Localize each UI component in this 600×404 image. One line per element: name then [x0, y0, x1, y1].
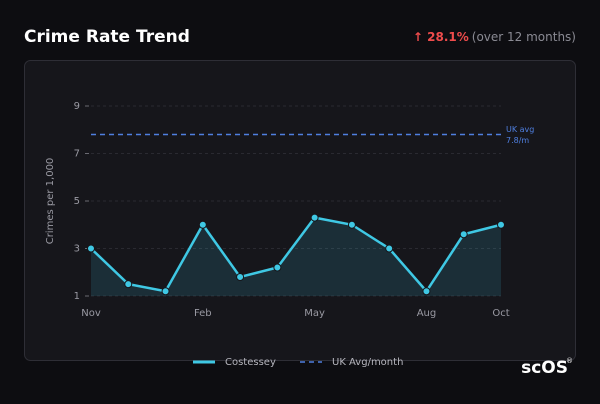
point: [385, 244, 394, 253]
area: [91, 217, 501, 296]
change: ↑ 28.1% (over 12 months): [413, 30, 576, 44]
change-note: (over 12 months): [472, 30, 576, 44]
legend-label: UK Avg/month: [332, 357, 403, 368]
point: [273, 263, 282, 272]
point: [87, 244, 95, 253]
reference-label: UK avg: [506, 125, 534, 134]
y-tick-label: 9: [74, 101, 80, 112]
x-tick-label: Aug: [417, 308, 437, 319]
point: [459, 230, 468, 239]
y-tick-label: 3: [74, 244, 80, 255]
y-tick-label: 1: [74, 291, 80, 302]
y-tick-label: 5: [74, 196, 80, 207]
point: [124, 280, 133, 289]
point: [347, 220, 356, 229]
reference-label: 7.8/m: [506, 136, 529, 145]
line: [90, 216, 502, 294]
x-tick-label: Oct: [492, 308, 509, 319]
x-tick-label: Nov: [81, 308, 101, 319]
point: [497, 220, 505, 229]
y-tick-label: 7: [74, 149, 80, 160]
legend-label: Costessey: [225, 357, 276, 368]
brand: scOS: [521, 358, 568, 378]
point: [161, 287, 170, 296]
point: [422, 287, 431, 296]
point: [198, 220, 207, 229]
point: [236, 273, 245, 281]
panel: [24, 60, 576, 361]
point: [310, 213, 319, 222]
x-tick-label: May: [304, 308, 325, 319]
brand-mark: ®: [566, 357, 573, 365]
x-tick-label: Feb: [194, 308, 212, 319]
chart-title: Crime Rate Trend: [24, 27, 190, 47]
y-axis-label: Crimes per 1,000: [45, 158, 56, 245]
change-value: ↑ 28.1%: [413, 30, 469, 44]
